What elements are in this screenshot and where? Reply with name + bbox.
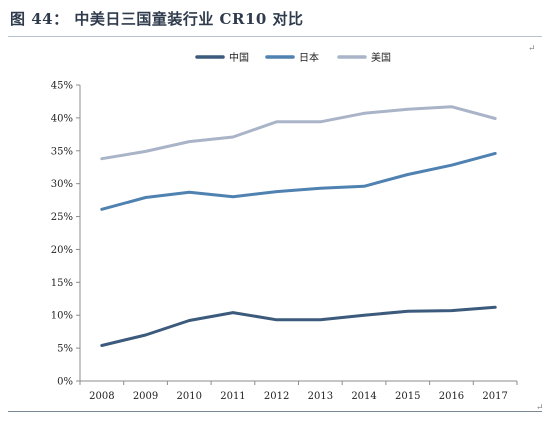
x-tick-label: 2008 (89, 391, 114, 402)
x-tick-label: 2014 (351, 391, 376, 402)
y-tick-label: 25% (51, 212, 73, 223)
legend-label-2: 日本 (299, 51, 319, 64)
y-tick-label: 0% (57, 377, 73, 388)
x-tick-label: 2009 (133, 391, 158, 402)
y-tick-label: 35% (51, 146, 73, 157)
y-tick-label: 30% (51, 179, 73, 190)
chart-axes: 0% 5% 10% 15% 20% 25% 30% 35% 40% 45% 2008 2009 2010… (51, 81, 518, 402)
title-divider (8, 36, 542, 37)
y-tick-label: 45% (51, 81, 73, 92)
x-tick-label: 2017 (482, 391, 507, 402)
x-tick-label: 2013 (308, 391, 333, 402)
series-line-3 (100, 105, 497, 161)
bottom-divider (8, 411, 542, 412)
chart-series (100, 105, 497, 347)
x-tick-label: 2011 (220, 391, 245, 402)
series-line-1 (100, 305, 497, 347)
chart-legend: 中国 日本 美国 (195, 51, 391, 64)
paragraph-mark-top: ↵ (528, 44, 536, 54)
x-tick-label: 2010 (177, 391, 202, 402)
legend-label-3: 美国 (371, 51, 391, 64)
y-tick-label: 40% (51, 113, 73, 124)
series-line-2 (100, 151, 497, 211)
figure-title: 图 44： 中美日三国童装行业 CR10 对比 (10, 10, 304, 28)
legend-label-1: 中国 (229, 51, 249, 64)
x-tick-label: 2015 (395, 391, 420, 402)
y-tick-label: 15% (51, 278, 73, 289)
y-tick-label: 10% (51, 311, 73, 322)
x-tick-label: 2012 (264, 391, 289, 402)
y-tick-label: 5% (57, 344, 73, 355)
x-tick-label: 2016 (439, 391, 464, 402)
y-tick-label: 20% (51, 245, 73, 256)
paragraph-mark-bottom: ↵ (536, 403, 544, 413)
